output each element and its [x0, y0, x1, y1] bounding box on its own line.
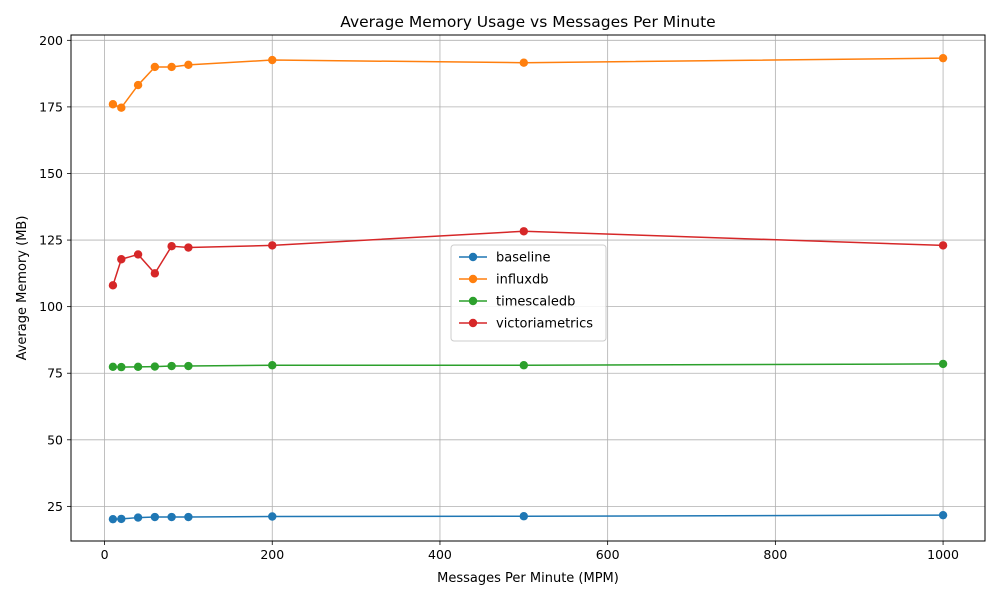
x-tick-label: 400 — [428, 547, 452, 562]
y-tick-label: 125 — [39, 233, 63, 248]
y-tick-label: 50 — [47, 432, 63, 447]
victoriametrics-point — [167, 241, 176, 251]
chart-title: Average Memory Usage vs Messages Per Min… — [340, 13, 715, 31]
victoriametrics-point — [519, 227, 529, 236]
timescaledb-point — [519, 361, 529, 370]
legend-item-timescaledb: timescaledb — [459, 295, 575, 310]
y-tick-label: 75 — [47, 366, 63, 381]
influxdb-point — [938, 53, 948, 63]
influxdb-point — [150, 62, 160, 72]
baseline-point — [117, 514, 126, 524]
y-tick-label: 150 — [39, 166, 63, 181]
legend: baseline influxdb timescaledb victoriametri… — [450, 244, 607, 342]
legend-swatch-marker — [468, 274, 478, 284]
baseline-point — [108, 514, 118, 524]
influxdb-point — [108, 100, 118, 109]
legend-item-influxdb: influxdb — [459, 273, 548, 288]
baseline-point — [268, 512, 277, 521]
baseline-point — [150, 512, 160, 522]
legend-swatch-marker — [468, 318, 478, 328]
legend-box — [450, 244, 607, 342]
timescaledb-point — [167, 361, 176, 371]
x-tick-label: 200 — [260, 547, 284, 562]
timescaledb-point — [184, 361, 193, 371]
timescaledb-point — [133, 362, 143, 372]
victoriametrics-point — [184, 243, 193, 252]
baseline-point — [938, 510, 948, 520]
series-victoriametrics — [108, 227, 948, 290]
legend-label: timescaledb — [496, 295, 575, 310]
timescaledb-point — [117, 362, 126, 372]
y-tick-label: 100 — [39, 299, 63, 314]
y-tick-label: 200 — [39, 33, 63, 48]
victoriametrics-point — [150, 269, 160, 278]
baseline-point — [184, 512, 193, 522]
baseline-point — [519, 512, 529, 521]
victoriametrics-point — [108, 281, 118, 290]
axis-ticks: 0 200 400 600 800 1000 25 50 75 100 125 150 175 200 — [39, 33, 959, 562]
baseline-point — [167, 512, 176, 522]
series-timescaledb — [108, 359, 948, 372]
series-lines — [108, 53, 948, 524]
x-axis-label: Messages Per Minute (MPM) — [437, 571, 619, 586]
y-axis-label: Average Memory (MB) — [15, 216, 30, 361]
timescaledb-point — [268, 361, 277, 370]
x-tick-label: 0 — [101, 547, 109, 562]
x-tick-label: 1000 — [927, 547, 959, 562]
victoriametrics-point — [117, 255, 126, 264]
y-tick-label: 175 — [39, 99, 63, 114]
x-tick-label: 600 — [596, 547, 620, 562]
victoriametrics-point — [938, 241, 948, 250]
legend-item-baseline: baseline — [459, 251, 550, 266]
baseline-point — [133, 513, 143, 522]
victoriametrics-point — [268, 241, 277, 250]
influxdb-point — [117, 103, 126, 112]
plot-frame — [70, 34, 986, 542]
influxdb-point — [184, 60, 193, 70]
x-tick-label: 800 — [763, 547, 787, 562]
series-baseline — [108, 510, 948, 524]
influxdb-point — [268, 55, 277, 65]
legend-item-victoriametrics: victoriametrics — [459, 317, 593, 332]
victoriametrics-point — [133, 250, 143, 259]
legend-swatch-marker — [468, 252, 478, 262]
legend-label: victoriametrics — [496, 317, 593, 332]
legend-swatch-marker — [468, 296, 478, 306]
series-influxdb — [108, 53, 948, 112]
timescaledb-point — [108, 362, 118, 372]
legend-label: baseline — [496, 251, 550, 266]
influxdb-point — [519, 58, 529, 67]
y-tick-label: 25 — [47, 499, 63, 514]
timescaledb-point — [150, 362, 160, 371]
legend-label: influxdb — [496, 273, 548, 288]
influxdb-point — [133, 80, 143, 90]
timescaledb-point — [938, 359, 948, 369]
influxdb-point — [167, 62, 176, 72]
